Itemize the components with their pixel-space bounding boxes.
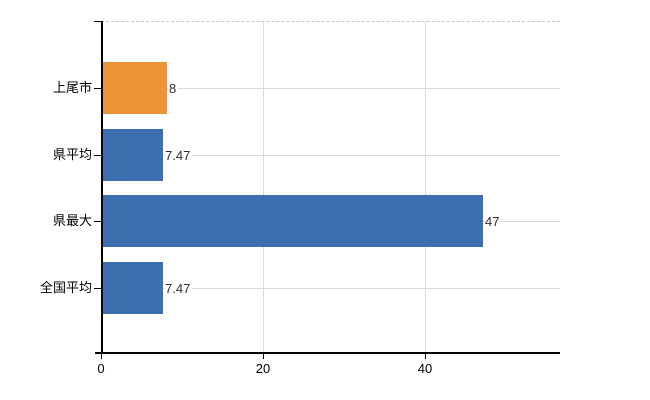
category-label: 県最大	[52, 213, 92, 228]
y-axis-top-tick	[94, 21, 101, 22]
y-axis-tick	[94, 288, 101, 289]
bar	[102, 195, 483, 247]
y-axis-tick	[94, 221, 101, 222]
category-label: 上尾市	[52, 80, 92, 95]
value-label: 8	[169, 81, 179, 96]
vertical-gridline	[425, 21, 426, 352]
vertical-gridline	[263, 21, 264, 352]
horizontal-gridline	[101, 88, 560, 89]
y-axis-line	[101, 21, 103, 352]
category-label: 県平均	[52, 147, 92, 162]
bar	[102, 62, 167, 114]
value-label: 7.47	[165, 148, 193, 163]
value-label: 47	[485, 214, 502, 229]
x-axis-tick	[425, 354, 426, 359]
x-axis-line	[95, 352, 560, 354]
y-axis-tick	[94, 155, 101, 156]
x-tick-label: 0	[97, 361, 105, 376]
x-tick-label: 20	[255, 361, 271, 376]
bar	[102, 262, 163, 314]
bar	[102, 129, 163, 181]
plot-top-border	[101, 21, 560, 22]
horizontal-gridline	[101, 155, 560, 156]
x-tick-label: 40	[417, 361, 433, 376]
value-label: 7.47	[165, 281, 193, 296]
category-label: 全国平均	[39, 280, 92, 295]
x-axis-tick	[263, 354, 264, 359]
y-axis-tick	[94, 88, 101, 89]
horizontal-gridline	[101, 288, 560, 289]
x-axis-tick	[101, 354, 102, 359]
